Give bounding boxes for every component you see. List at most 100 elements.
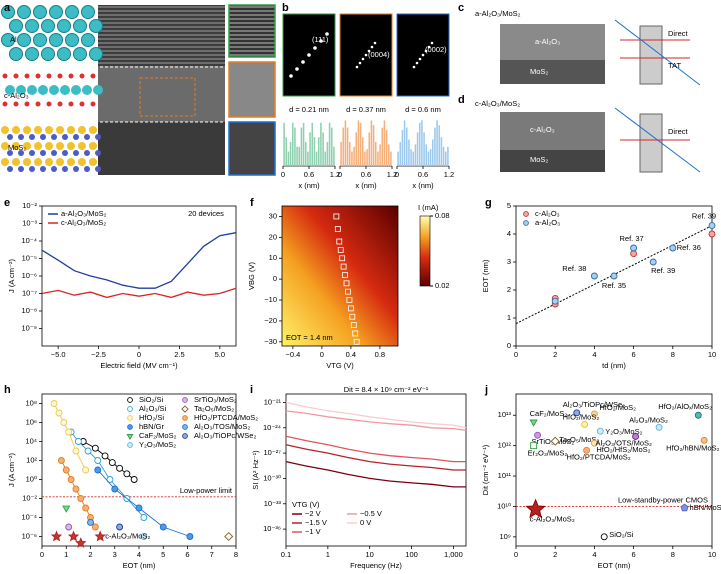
marker <box>65 428 73 436</box>
atom <box>33 5 47 19</box>
x-tick-label: 0.1 <box>281 550 291 559</box>
atom <box>12 126 20 134</box>
x-tick-label: 7 <box>210 550 214 559</box>
bar <box>368 132 371 166</box>
atom <box>95 166 101 172</box>
marker <box>353 338 360 345</box>
marker <box>347 305 354 312</box>
legend-label: −1 V <box>305 527 321 536</box>
annotation: 20 devices <box>188 209 224 218</box>
plot-frame <box>41 205 237 347</box>
legend-label: −1.5 V <box>305 518 327 527</box>
point-label: HfO₂/MoS₂ <box>563 412 600 421</box>
point-label: Al₂O₃/TiOPc/WSe₂ <box>563 400 625 409</box>
marker <box>649 258 657 266</box>
panel-label: e <box>4 197 10 209</box>
x-tick-label: 1.2 <box>444 170 454 179</box>
atom <box>45 158 53 166</box>
atom <box>7 134 13 140</box>
y-tick-label: 0 <box>273 274 277 283</box>
spot-label: (0002) <box>425 45 447 54</box>
legend-label: hBN/Gr <box>139 422 165 431</box>
x-tick-label: 8 <box>671 550 675 559</box>
x-tick-label: 2 <box>88 550 92 559</box>
legend-label: Y₂O₃/MoS₂ <box>139 440 176 449</box>
atom <box>68 73 74 79</box>
bar <box>397 151 399 166</box>
point-label: Al₂O₃/MoS₂ <box>629 415 668 424</box>
marker <box>336 238 343 245</box>
y-tick-label: 10⁻² <box>22 201 37 210</box>
band <box>614 107 701 173</box>
bar <box>359 122 362 166</box>
x-tick-label: 2.5 <box>174 350 184 359</box>
x-tick-label: 100 <box>405 550 418 559</box>
marker <box>60 419 68 426</box>
atom <box>49 5 63 19</box>
y-tick-label: 10¹² <box>498 441 512 450</box>
marker <box>181 405 189 413</box>
atom <box>57 101 63 107</box>
y-tick-label: 10⁻⁴ <box>21 236 37 245</box>
y-tick-label: 10¹⁰ <box>497 501 511 510</box>
marker <box>530 442 538 450</box>
bar <box>425 144 428 166</box>
spot-label: (111) <box>312 35 329 44</box>
marker <box>186 533 194 540</box>
marker <box>655 423 663 431</box>
marker <box>72 447 80 455</box>
x-tick-label: 1.2 <box>387 170 397 179</box>
x-tick-label: 6 <box>632 350 636 359</box>
legend-label: Ta₂O₅/MoS₂ <box>194 404 234 413</box>
x-axis-label: td (nm) <box>602 361 626 370</box>
y-tick-label: 10⁻⁸ <box>22 306 37 315</box>
x-tick-label: −5.0 <box>51 350 66 359</box>
atom <box>46 101 52 107</box>
atom <box>89 19 103 33</box>
tem-c-mos2 <box>500 60 605 84</box>
bar <box>381 127 384 166</box>
marker <box>182 397 188 403</box>
marker <box>182 424 188 430</box>
marker <box>50 400 58 407</box>
atom <box>56 126 64 134</box>
panel-label: f <box>250 197 254 209</box>
atom <box>1 5 15 19</box>
atom <box>49 85 59 95</box>
atom <box>18 134 24 140</box>
marker <box>700 436 708 444</box>
marker <box>111 485 119 493</box>
atom <box>95 134 101 140</box>
marker <box>550 436 560 446</box>
fft-spot <box>424 49 428 53</box>
atom <box>51 166 57 172</box>
annotation: Dit = 8.4 × 10⁹ cm⁻² eV⁻¹ <box>344 385 429 394</box>
legend-label: −2 V <box>305 509 321 518</box>
atom <box>7 150 13 156</box>
atom <box>29 134 35 140</box>
marker <box>101 452 109 460</box>
micrographs <box>0 4 701 176</box>
fft-spot <box>313 46 317 50</box>
marker <box>94 466 102 474</box>
bar <box>351 151 353 166</box>
path-label: TAT <box>668 61 681 70</box>
atom <box>13 73 19 79</box>
panel-label: a <box>4 2 11 14</box>
atom <box>2 73 8 79</box>
atom <box>18 150 24 156</box>
marker <box>333 213 340 220</box>
bar <box>342 127 345 166</box>
bar <box>385 130 388 166</box>
atom <box>67 126 75 134</box>
marker <box>708 222 716 230</box>
atom <box>62 166 68 172</box>
fft-spot <box>412 65 416 69</box>
reference-label: Low-standby-power CMOS <box>618 495 708 504</box>
atom <box>23 158 31 166</box>
atom <box>84 150 90 156</box>
y-tick-label: 1 <box>507 313 511 322</box>
y-tick-label: −10 <box>264 295 277 304</box>
marker <box>94 530 106 542</box>
atom <box>2 101 8 107</box>
